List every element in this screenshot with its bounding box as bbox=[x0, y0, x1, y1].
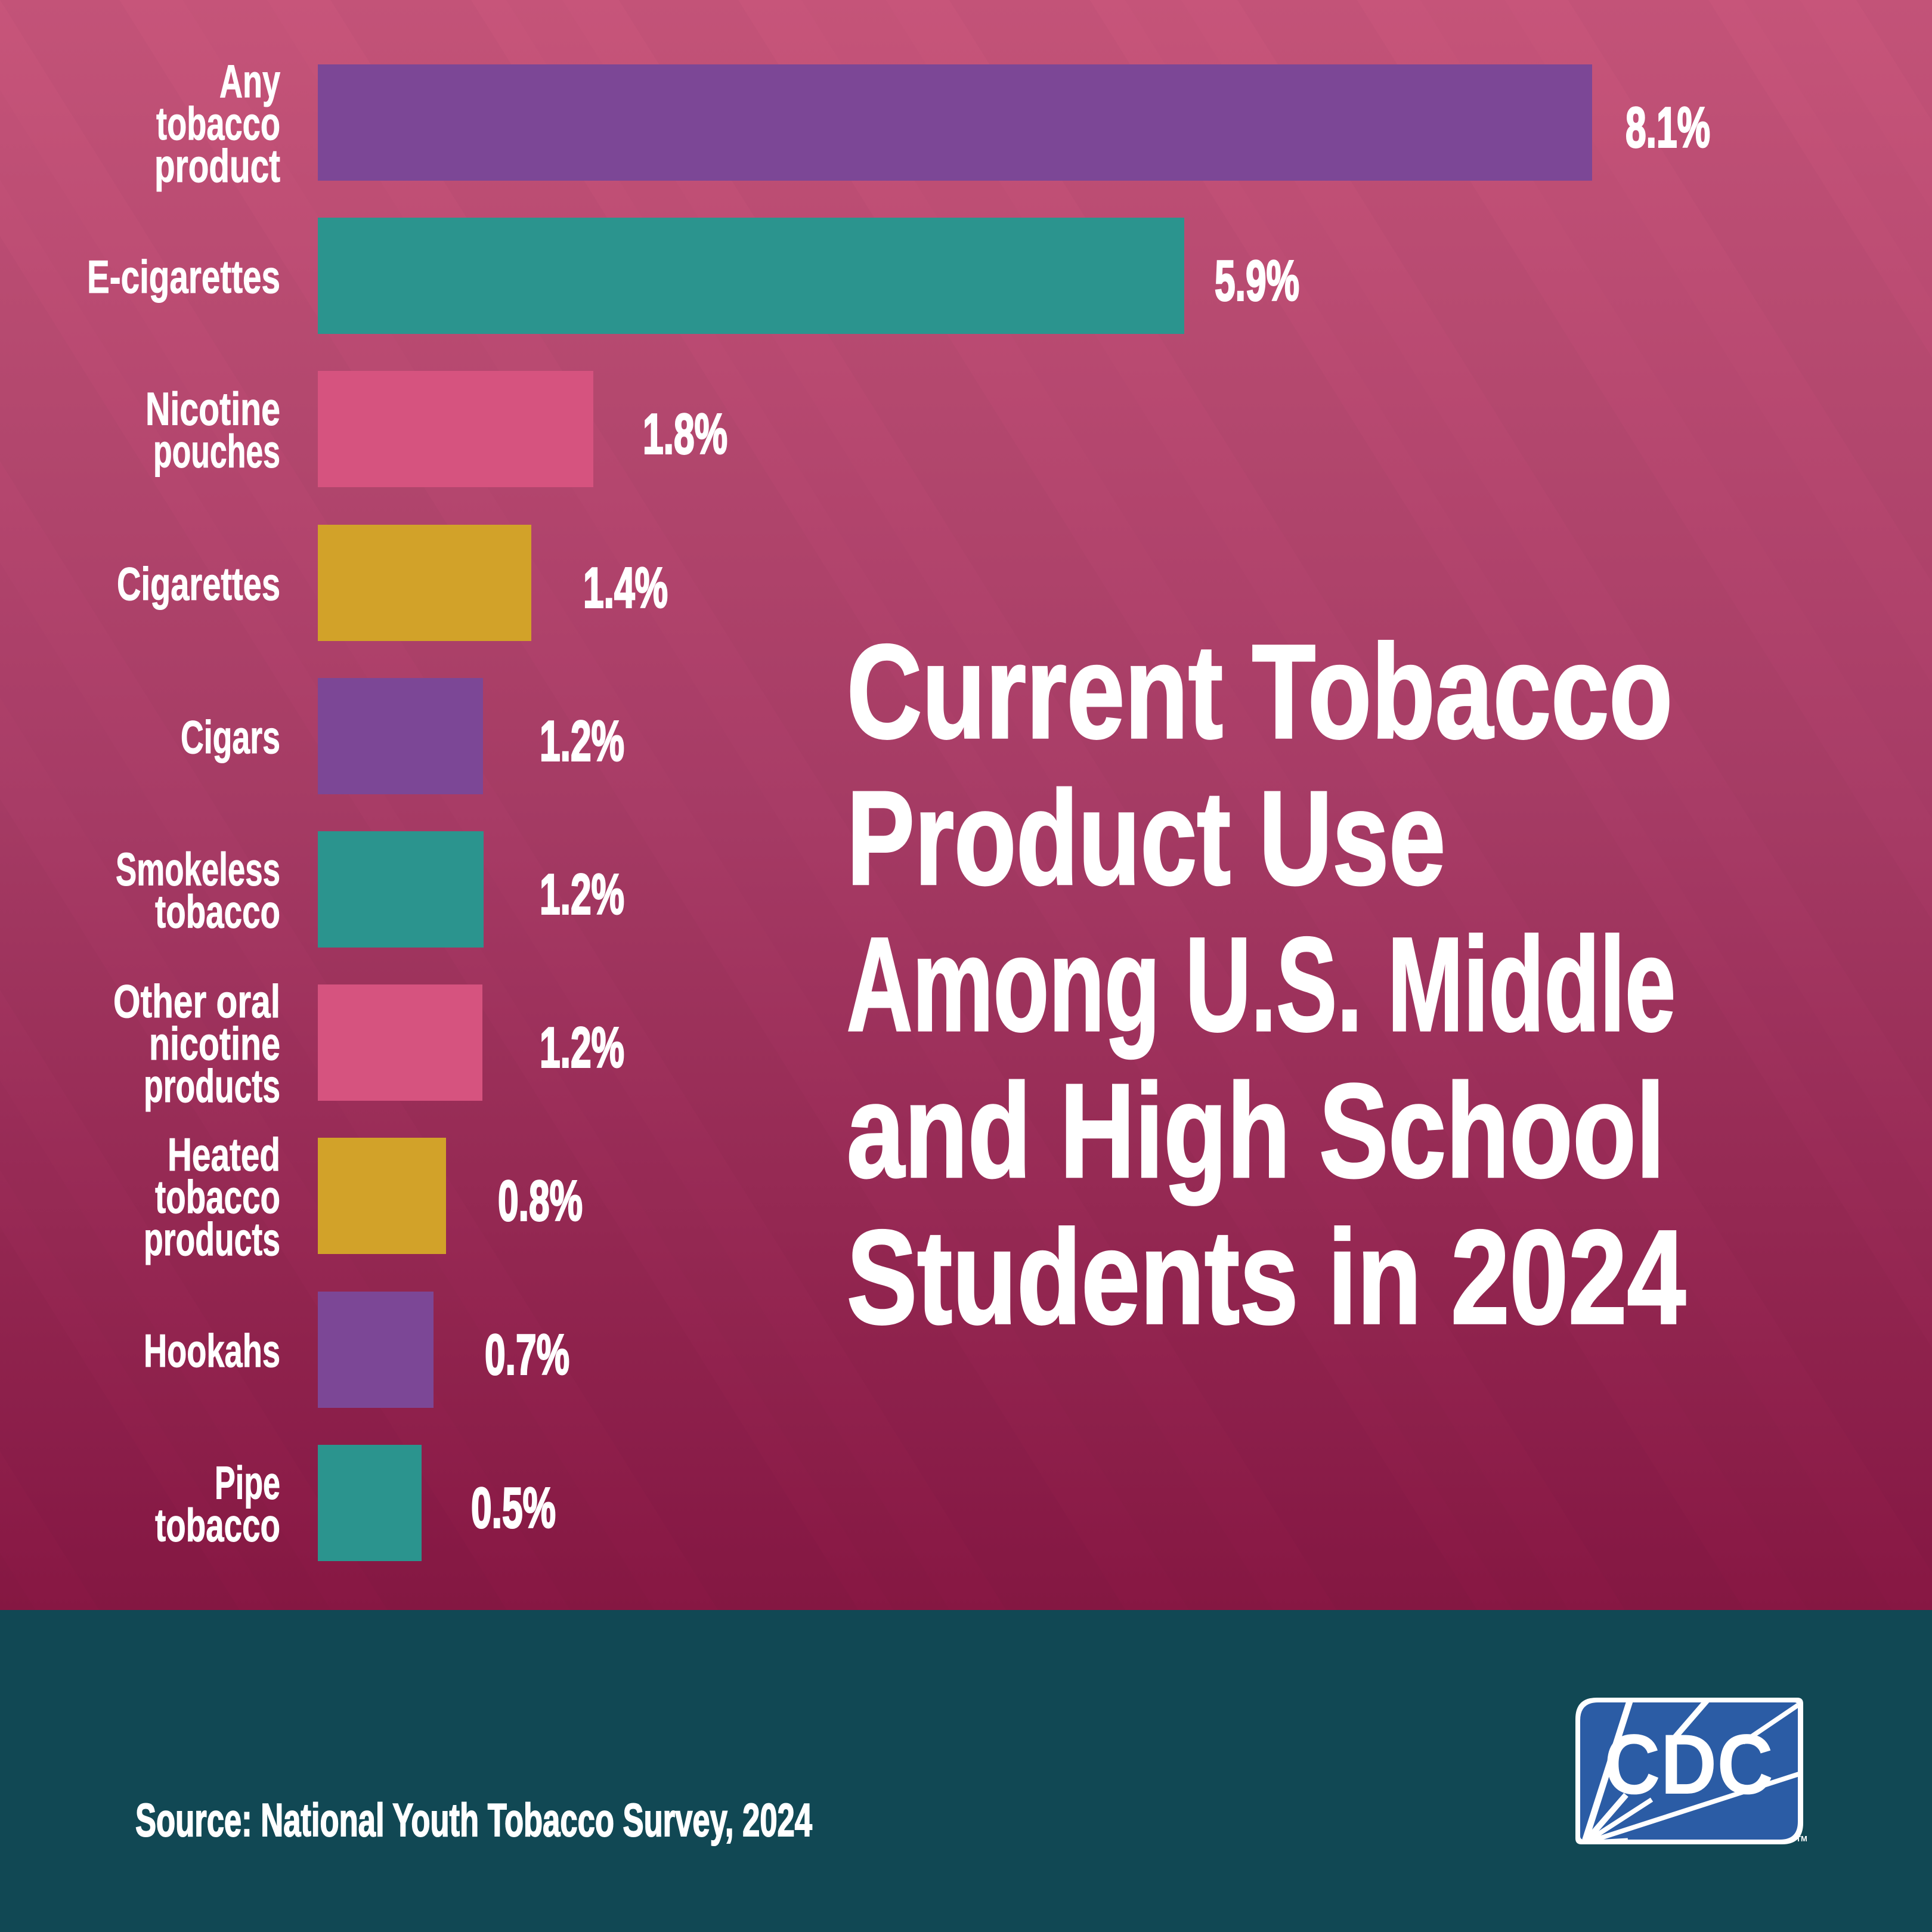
svg-text:Cigars: Cigars bbox=[181, 711, 280, 763]
svg-text:0.8%: 0.8% bbox=[498, 1169, 583, 1233]
svg-text:Product Use: Product Use bbox=[847, 764, 1445, 913]
svg-text:Nicotine: Nicotine bbox=[145, 382, 280, 435]
svg-text:products: products bbox=[144, 1060, 280, 1112]
svg-text:8.1%: 8.1% bbox=[1626, 96, 1710, 160]
svg-text:5.9%: 5.9% bbox=[1215, 249, 1299, 313]
svg-text:Heated: Heated bbox=[168, 1128, 280, 1181]
svg-text:Other oral: Other oral bbox=[113, 975, 280, 1027]
svg-text:product: product bbox=[154, 140, 280, 192]
svg-text:tobacco: tobacco bbox=[155, 885, 280, 937]
svg-text:Among U.S. Middle: Among U.S. Middle bbox=[847, 910, 1676, 1059]
svg-text:pouches: pouches bbox=[153, 425, 280, 477]
svg-text:and High School: and High School bbox=[847, 1057, 1665, 1206]
svg-text:nicotine: nicotine bbox=[149, 1017, 280, 1070]
svg-text:1.4%: 1.4% bbox=[583, 556, 668, 620]
svg-text:tobacco: tobacco bbox=[156, 97, 280, 150]
svg-text:1.2%: 1.2% bbox=[540, 710, 624, 773]
svg-text:0.7%: 0.7% bbox=[485, 1323, 569, 1387]
svg-text:Hookahs: Hookahs bbox=[144, 1324, 280, 1377]
svg-text:tobacco: tobacco bbox=[155, 1171, 280, 1223]
svg-text:Any: Any bbox=[219, 55, 280, 107]
svg-text:E-cigarettes: E-cigarettes bbox=[87, 250, 280, 303]
svg-text:1.8%: 1.8% bbox=[643, 402, 727, 466]
svg-text:CDC: CDC bbox=[1604, 1717, 1773, 1812]
svg-text:1.2%: 1.2% bbox=[540, 1016, 624, 1080]
svg-text:Pipe: Pipe bbox=[215, 1456, 280, 1509]
svg-text:Students in 2024: Students in 2024 bbox=[847, 1203, 1686, 1352]
svg-text:Source: National Youth Tobacco: Source: National Youth Tobacco Survey, 2… bbox=[135, 1794, 812, 1846]
svg-text:products: products bbox=[144, 1213, 280, 1265]
svg-text:tobacco: tobacco bbox=[155, 1498, 280, 1551]
svg-text:Cigarettes: Cigarettes bbox=[117, 558, 280, 610]
svg-text:1.2%: 1.2% bbox=[540, 863, 624, 927]
svg-text:TM: TM bbox=[1796, 1834, 1807, 1843]
svg-text:Current Tobacco: Current Tobacco bbox=[847, 617, 1673, 766]
svg-text:0.5%: 0.5% bbox=[471, 1476, 556, 1540]
svg-text:Smokeless: Smokeless bbox=[116, 843, 280, 895]
